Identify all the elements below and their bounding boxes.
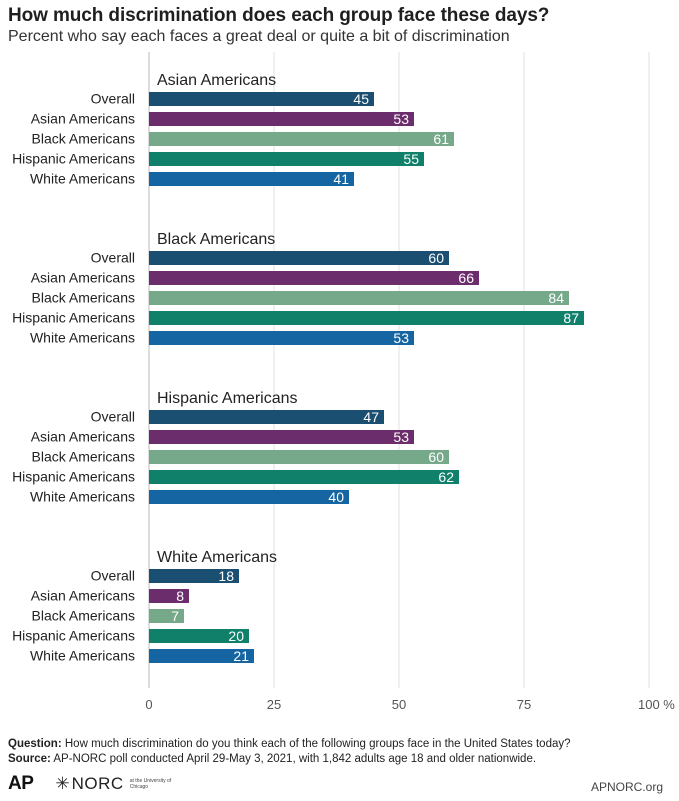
group-title: White Americans [157,549,277,566]
bar [149,629,249,643]
value-label: 53 [393,429,409,445]
source-label: Source: [8,753,51,765]
chart-subtitle: Percent who say each faces a great deal … [8,28,510,45]
value-label: 62 [438,469,454,485]
bar [149,589,189,603]
category-label: Asian Americans [31,111,135,127]
bar [149,470,459,484]
value-label: 60 [428,449,444,465]
bar [149,331,414,345]
category-label: Black Americans [32,131,135,147]
group-title: Black Americans [157,231,275,248]
x-tick-label: 75 [517,697,531,712]
category-label: Asian Americans [31,270,135,286]
value-label: 53 [393,111,409,127]
value-label: 55 [403,151,419,167]
value-label: 47 [363,409,379,425]
x-tick-label: 50 [392,697,406,712]
ap-logo: AP [8,773,34,794]
x-tick-label: 0 [145,697,152,712]
category-label: Asian Americans [31,429,135,445]
bar [149,609,184,623]
norc-logo-subtext: at the University of Chicago [129,778,172,790]
bar [149,271,479,285]
norc-logo-text: NORC [71,774,124,793]
category-label: Overall [91,568,135,584]
question-note: Question: How much discrimination do you… [8,737,571,752]
x-tick-label: 100 % [638,697,675,712]
category-label: Black Americans [32,449,135,465]
group-title: Hispanic Americans [157,390,298,407]
bar [149,92,374,106]
bar [149,430,414,444]
category-label: Hispanic Americans [12,469,135,485]
value-label: 8 [176,588,184,604]
bar-chart: 0 25 50 75 100 % Asian Americans Overall 45 Asia… [12,52,675,712]
source-text: AP-NORC poll conducted April 29-May 3, 2… [50,753,537,765]
value-label: 66 [458,270,474,286]
category-label: White Americans [30,648,135,664]
category-label: White Americans [30,171,135,187]
category-label: Overall [91,409,135,425]
bar [149,649,254,663]
bar [149,112,414,126]
bar [149,450,449,464]
bar [149,291,569,305]
category-label: Black Americans [32,290,135,306]
question-text: How much discrimination do you think eac… [61,738,571,750]
source-note: Source: AP-NORC poll conducted April 29-… [8,752,571,767]
site-url: APNORC.org [590,780,663,794]
question-label: Question: [8,738,62,750]
value-label: 53 [393,330,409,346]
category-label: Black Americans [32,608,135,624]
bar [149,311,584,325]
category-label: Overall [91,91,135,107]
category-label: Hispanic Americans [12,151,135,167]
bar [149,490,349,504]
bar [149,410,384,424]
category-label: Hispanic Americans [12,310,135,326]
value-label: 41 [333,171,349,187]
group-title: Asian Americans [157,72,276,89]
footer-notes: Question: How much discrimination do you… [8,737,571,767]
value-label: 84 [548,290,564,306]
value-label: 20 [228,628,244,644]
value-label: 60 [428,250,444,266]
bar [149,172,354,186]
value-label: 87 [563,310,579,326]
value-label: 45 [353,91,369,107]
chart-title: How much discrimination does each group … [8,5,550,26]
bar [149,152,424,166]
category-label: Overall [91,250,135,266]
logo-row: AP ✳ NORC at the University of Chicago [8,773,172,795]
bar [149,251,449,265]
norc-logo: ✳ NORC at the University of Chicago [55,774,171,794]
category-label: White Americans [30,330,135,346]
category-label: White Americans [30,489,135,505]
value-label: 7 [171,608,179,624]
value-label: 21 [233,648,249,664]
bar [149,132,454,146]
category-label: Hispanic Americans [12,628,135,644]
x-tick-label: 25 [267,697,281,712]
bar [149,569,239,583]
value-label: 18 [218,568,234,584]
norc-star-icon: ✳ [55,774,70,793]
value-label: 40 [328,489,344,505]
value-label: 61 [433,131,449,147]
category-label: Asian Americans [31,588,135,604]
